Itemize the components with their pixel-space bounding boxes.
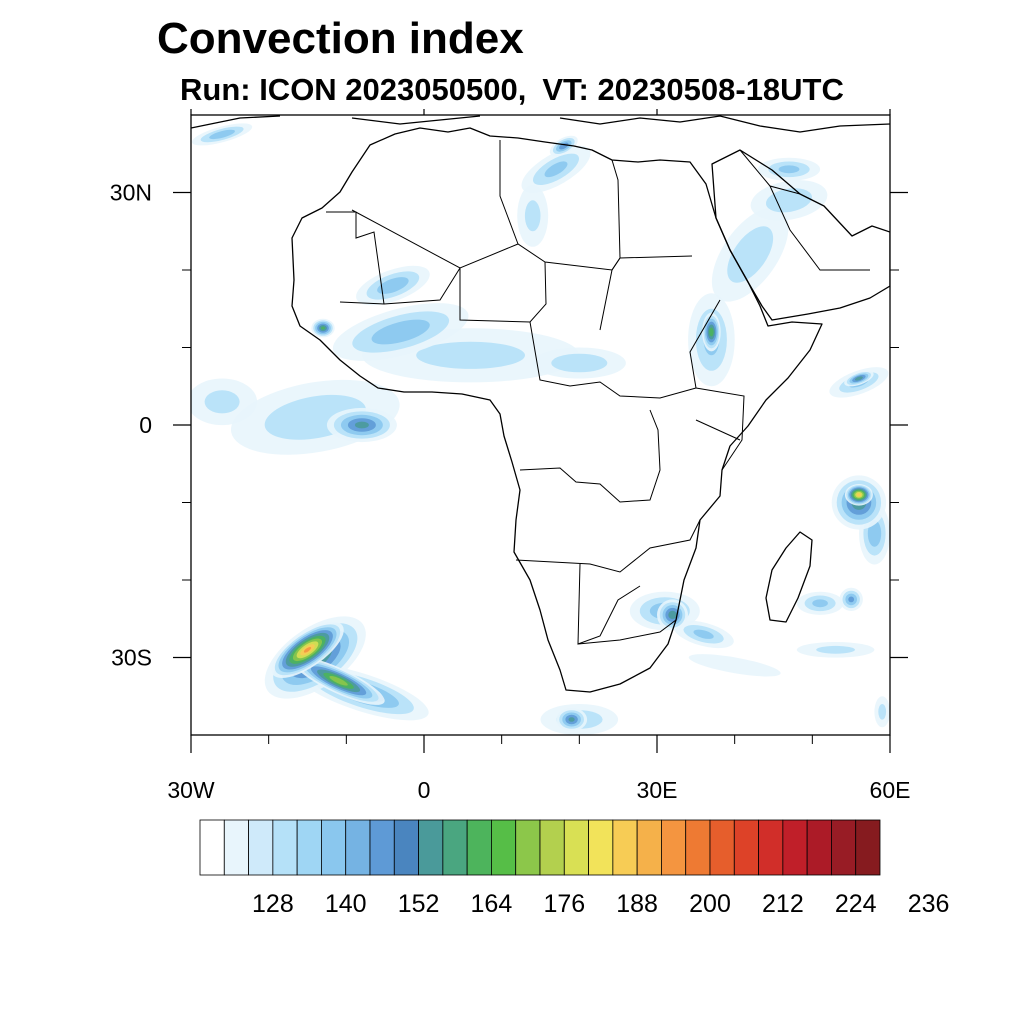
border-south xyxy=(515,519,701,645)
valid-time-label: VT: 20230508-18UTC xyxy=(542,72,844,107)
convection-patch xyxy=(854,376,863,381)
convection-patch xyxy=(778,165,800,174)
border-congo xyxy=(519,409,661,503)
convection-patch xyxy=(688,654,781,677)
colorbar-swatch xyxy=(345,819,371,876)
colorbar-swatch xyxy=(199,819,225,876)
convection-patch xyxy=(544,161,568,178)
colorbar-swatch xyxy=(223,819,249,876)
chart-subtitle: Run: ICON 2023050500, VT: 20230508-18UTC xyxy=(180,72,844,108)
colorbar-swatch xyxy=(321,819,347,876)
lon-tick-label: 60E xyxy=(870,777,911,803)
colorbar-swatch xyxy=(588,819,614,876)
chart-title: Convection index xyxy=(157,14,524,63)
colorbar-label: 212 xyxy=(762,890,804,918)
convection-patch xyxy=(568,717,575,722)
convection-patch xyxy=(709,327,714,337)
convection-field-layer xyxy=(191,123,890,735)
convection-patch xyxy=(377,277,409,294)
lon-tick-label: 30E xyxy=(637,777,678,803)
border-east xyxy=(695,387,745,471)
lat-tick-label: 30S xyxy=(111,645,152,671)
colorbar-swatch xyxy=(539,819,565,876)
convection-patch xyxy=(303,646,312,653)
convection-patch xyxy=(816,645,855,654)
colorbar-label: 236 xyxy=(908,890,950,918)
colorbar-label: 140 xyxy=(325,890,367,918)
convection-patch xyxy=(551,353,608,373)
border-north-c xyxy=(599,159,621,331)
colorbar-swatch xyxy=(709,819,735,876)
arabia-coastline xyxy=(711,149,890,321)
colorbar-swatch xyxy=(806,819,832,876)
colorbar-label: 224 xyxy=(835,890,877,918)
convection-patch xyxy=(209,129,235,140)
convection-patch xyxy=(867,520,882,547)
country-borders xyxy=(326,140,870,645)
lon-tick-label: 30W xyxy=(167,777,215,803)
convection-patch xyxy=(329,675,348,686)
convection-patch xyxy=(524,200,541,232)
colorbar-swatch xyxy=(442,819,468,876)
colorbar-swatch xyxy=(272,819,298,876)
colorbar-swatch xyxy=(466,819,492,876)
convection-patch xyxy=(856,493,862,497)
lat-tick-label: 30N xyxy=(110,180,152,206)
colorbar-swatch xyxy=(831,819,857,876)
colorbar-swatch xyxy=(563,819,589,876)
colorbar-swatch xyxy=(782,819,808,876)
colorbar-swatch xyxy=(296,819,322,876)
colorbar-label: 128 xyxy=(252,890,294,918)
convection-patch xyxy=(727,226,774,283)
convection-patch xyxy=(354,421,369,429)
convection-patch xyxy=(693,629,714,639)
convection-patch xyxy=(321,326,325,330)
colorbar-swatch xyxy=(515,819,541,876)
colorbar-swatch xyxy=(248,819,274,876)
colorbar-label: 200 xyxy=(689,890,731,918)
convection-patch xyxy=(848,596,855,603)
colorbar-swatch xyxy=(393,819,419,876)
madagascar-coastline xyxy=(765,531,813,623)
colorbar: 128 140 152 164 176 188 200 212 224 236 xyxy=(199,819,950,918)
convection-patch xyxy=(204,390,240,414)
border-south-africa xyxy=(577,619,677,645)
border-central xyxy=(529,299,721,399)
colorbar-swatch xyxy=(418,819,444,876)
convection-patch xyxy=(371,319,430,345)
colorbar-swatch xyxy=(491,819,517,876)
europe-coastline xyxy=(191,115,890,133)
lat-tick-label: 0 xyxy=(139,412,152,438)
border-north-b xyxy=(499,140,519,245)
colorbar-swatch xyxy=(685,819,711,876)
border-west-a xyxy=(326,211,385,305)
colorbar-label: 152 xyxy=(398,890,440,918)
colorbar-swatch xyxy=(369,819,395,876)
colorbar-label: 176 xyxy=(543,890,585,918)
colorbar-swatch xyxy=(733,819,759,876)
convection-patch xyxy=(878,704,887,720)
axes-layer: 30W 0 30E 60E 30N 0 30S xyxy=(110,109,911,803)
colorbar-swatch xyxy=(661,819,687,876)
colorbar-swatch xyxy=(758,819,784,876)
colorbar-label: 188 xyxy=(616,890,658,918)
convection-patch xyxy=(812,599,828,608)
convection-patch xyxy=(416,341,525,369)
colorbar-swatch xyxy=(855,819,881,876)
convection-patch xyxy=(668,610,677,620)
run-label: Run: ICON 2023050500, xyxy=(180,72,527,107)
colorbar-label: 164 xyxy=(471,890,513,918)
colorbar-swatch xyxy=(612,819,638,876)
border-mideast xyxy=(739,149,870,271)
lon-tick-label: 0 xyxy=(418,777,431,803)
colorbar-swatch xyxy=(636,819,662,876)
